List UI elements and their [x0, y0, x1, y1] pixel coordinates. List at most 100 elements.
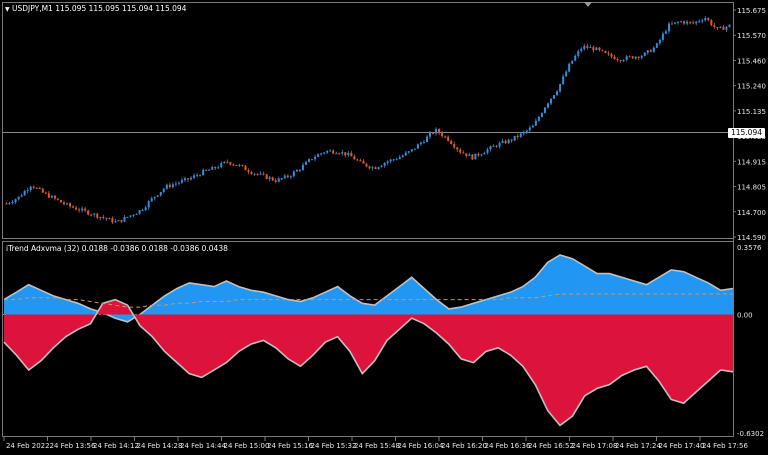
candle-body	[658, 39, 661, 44]
candle-body	[81, 208, 84, 211]
candle-body	[141, 210, 144, 212]
candle-body	[471, 154, 474, 160]
symbol-title-text: USDJPY,M1 115.095 115.095 115.094 115.09…	[12, 4, 187, 13]
candle-body	[69, 203, 72, 207]
candle-body	[537, 116, 540, 121]
candle-body	[422, 142, 425, 144]
candle-body	[450, 140, 453, 145]
candle-body	[162, 188, 165, 192]
candle-body	[317, 154, 320, 158]
candle-body	[655, 43, 658, 48]
candle-body	[389, 159, 392, 162]
candle-body	[574, 55, 577, 61]
time-axis-label: 24 Feb 16:20	[441, 442, 487, 450]
candle-body	[444, 136, 447, 138]
candle-body	[99, 216, 102, 218]
candle-body	[646, 50, 649, 53]
candle-body	[601, 49, 604, 51]
candle-body	[707, 18, 710, 21]
candle-body	[522, 131, 525, 134]
candle-body	[410, 149, 413, 152]
candle-body	[47, 193, 50, 198]
candle-body	[341, 152, 344, 154]
candle-body	[519, 133, 522, 138]
candle-body	[90, 214, 93, 216]
candle-body	[652, 47, 655, 52]
candle-body	[150, 198, 153, 202]
candle-body	[504, 140, 507, 144]
price-axis-label: 115.460	[737, 57, 766, 65]
candle-body	[295, 170, 298, 172]
candle-body	[680, 21, 683, 23]
candle-body	[404, 152, 407, 156]
time-axis-label: 24 Feb 17:56	[702, 442, 748, 450]
candle-body	[543, 107, 546, 114]
chart-shift-marker[interactable]	[584, 2, 592, 7]
candle-body	[580, 48, 583, 52]
candle-body	[661, 33, 664, 40]
candle-body	[562, 76, 565, 85]
candle-body	[117, 220, 120, 222]
candle-body	[72, 206, 75, 208]
candle-body	[138, 210, 141, 214]
candle-body	[643, 52, 646, 56]
candle-body	[438, 129, 441, 134]
candle-body	[429, 132, 432, 137]
candle-body	[271, 177, 274, 181]
candle-body	[577, 51, 580, 56]
candle-body	[686, 21, 689, 24]
candle-body	[229, 162, 232, 165]
candle-body	[226, 161, 229, 163]
candle-body	[177, 182, 180, 184]
candle-body	[501, 140, 504, 143]
candle-body	[453, 144, 456, 148]
candle-body	[41, 188, 44, 193]
candle-body	[259, 173, 262, 175]
candle-body	[492, 145, 495, 147]
triangle-down-icon[interactable]: ▼	[5, 6, 10, 13]
candle-body	[419, 142, 422, 145]
candle-body	[347, 152, 350, 156]
candle-body	[719, 26, 722, 29]
candle-body	[622, 60, 625, 62]
candle-body	[559, 84, 562, 92]
candle-body	[671, 23, 674, 25]
candle-body	[356, 159, 359, 161]
candle-body	[123, 217, 126, 222]
time-axis-label: 24 Feb 16:36	[485, 442, 531, 450]
candle-body	[174, 183, 177, 185]
candle-body	[534, 120, 537, 126]
candle-body	[728, 24, 731, 27]
candle-body	[480, 154, 483, 156]
candle-body	[556, 91, 559, 96]
candle-body	[664, 31, 667, 34]
candle-body	[598, 47, 601, 50]
candle-body	[495, 145, 498, 147]
candle-body	[38, 187, 41, 189]
indicator-axis-label: 0.3576	[737, 244, 762, 252]
candle-body	[314, 157, 317, 160]
candle-body	[289, 176, 292, 178]
candle-body	[592, 47, 595, 51]
candle-body	[277, 178, 280, 182]
candle-body	[241, 164, 244, 166]
candle-body	[441, 133, 444, 137]
time-axis-label: 24 Feb 17:40	[659, 442, 705, 450]
candle-body	[456, 147, 459, 150]
candle-body	[199, 175, 202, 177]
candle-body	[93, 213, 96, 215]
candle-body	[280, 178, 283, 180]
candle-body	[84, 208, 87, 211]
candle-body	[380, 165, 383, 168]
time-axis-label: 24 Feb 16:04	[398, 442, 444, 450]
candle-body	[78, 209, 81, 211]
candle-body	[17, 196, 20, 200]
candle-body	[105, 217, 108, 219]
candle-body	[362, 160, 365, 164]
candle-body	[395, 159, 398, 161]
price-axis-label: 115.570	[737, 32, 766, 40]
candle-body	[168, 184, 171, 187]
